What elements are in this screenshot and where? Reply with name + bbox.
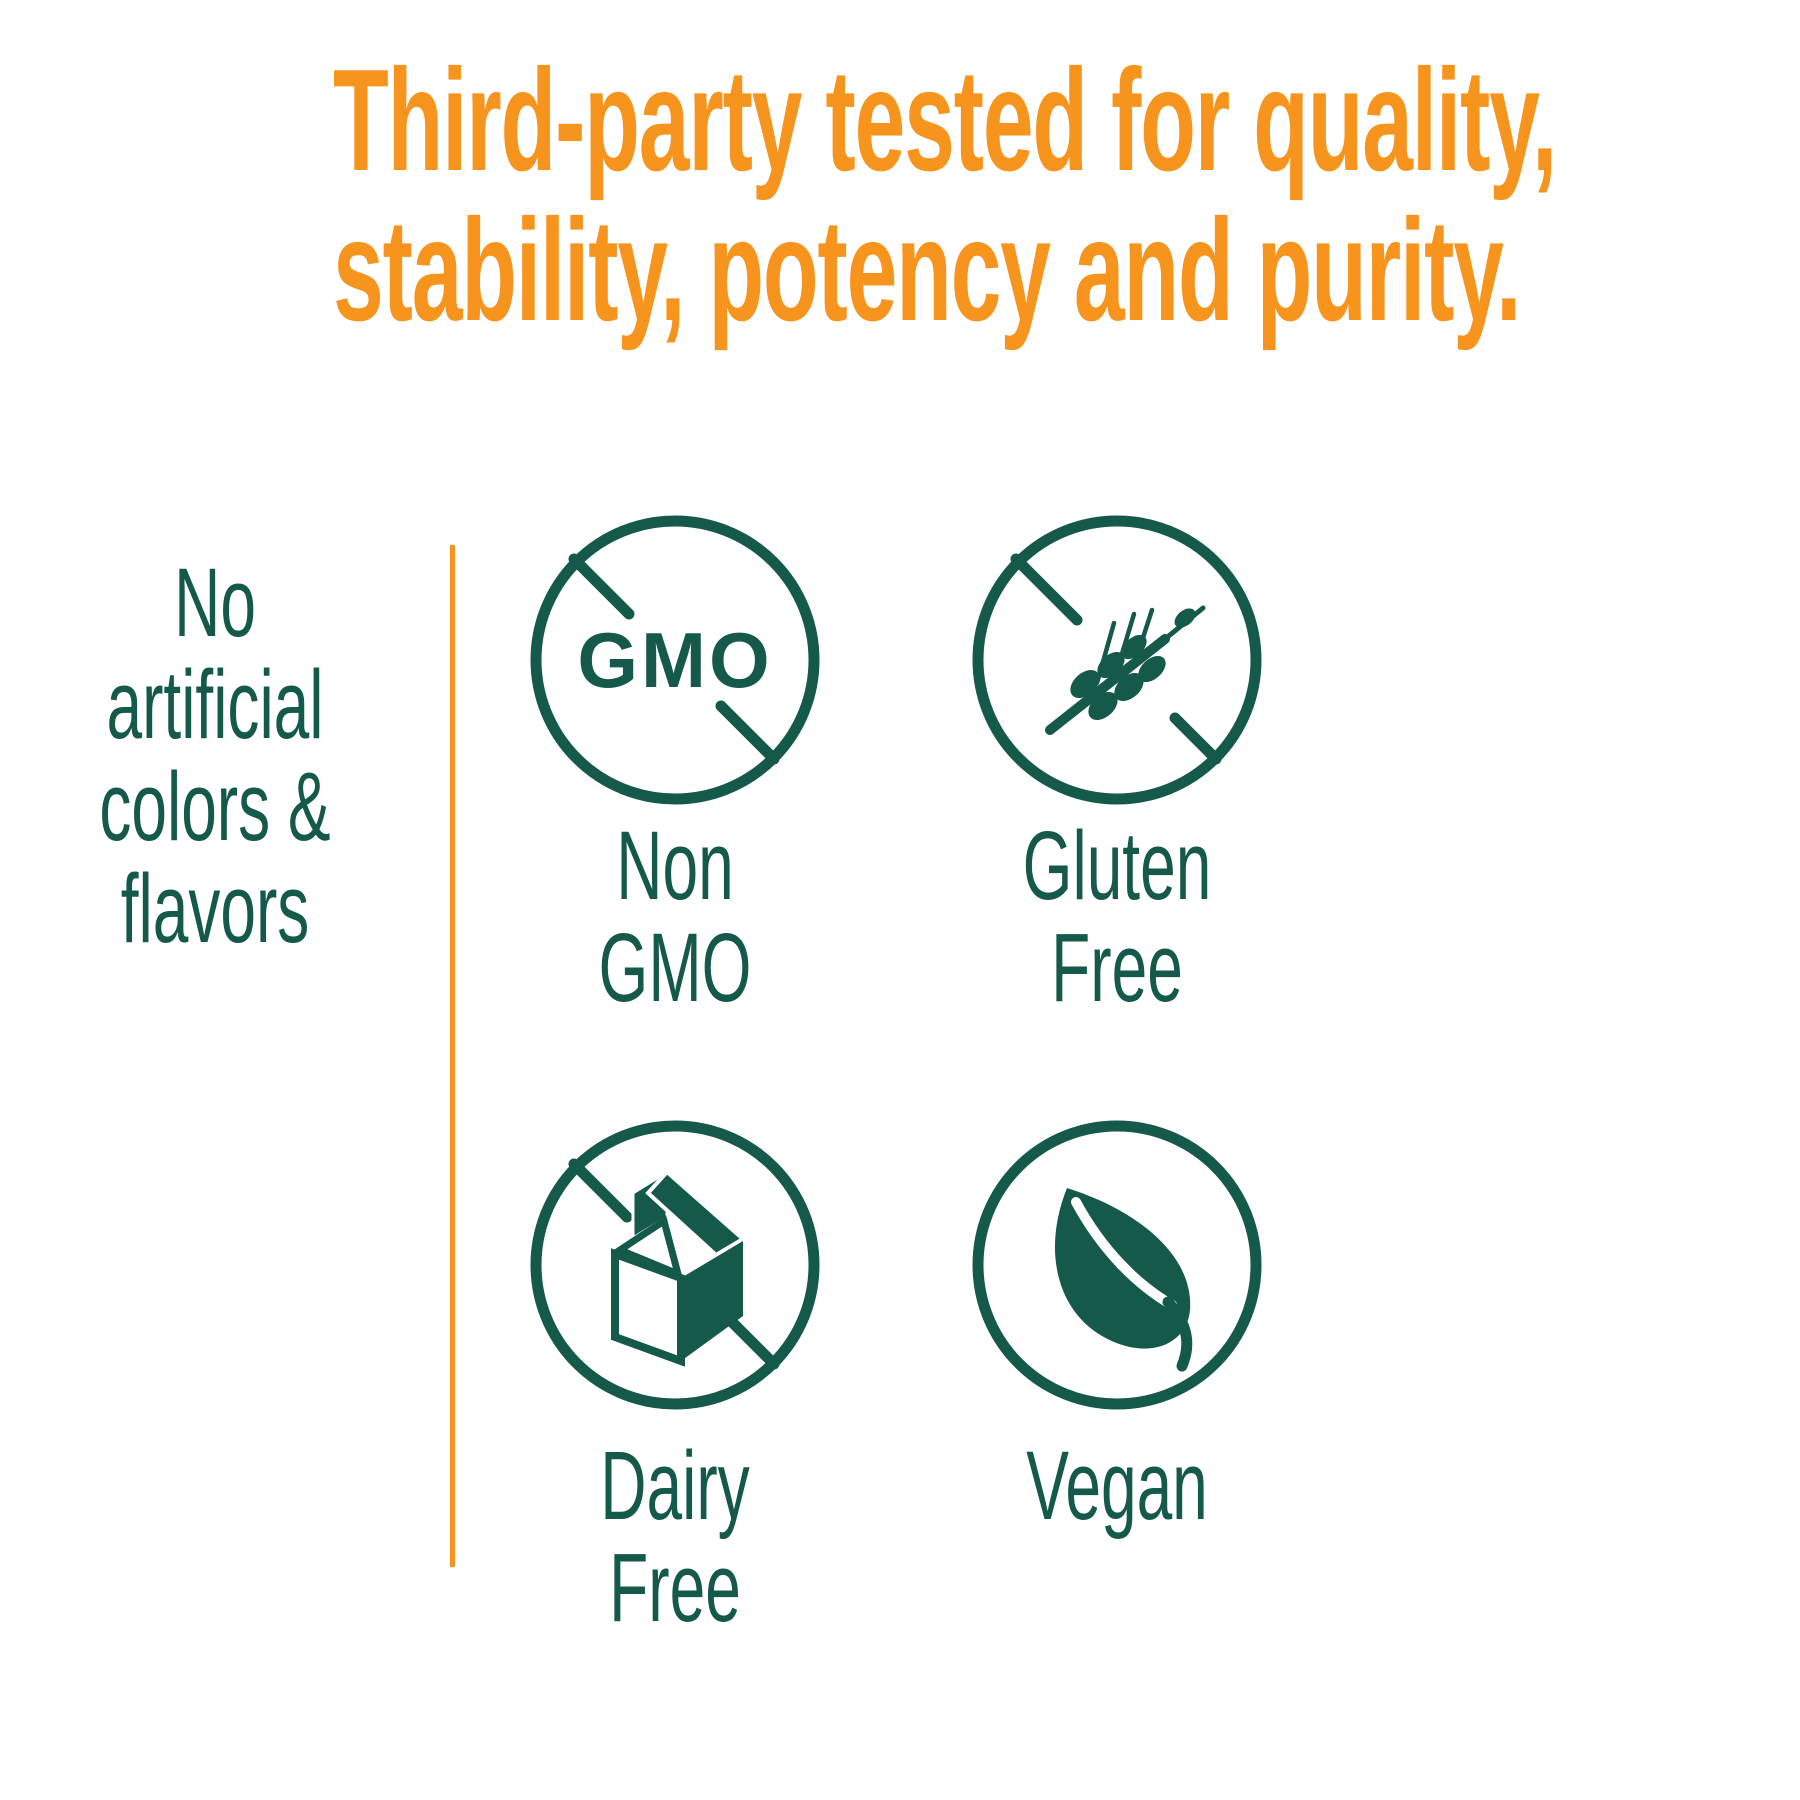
side-note-line-4: flavors bbox=[120, 854, 310, 963]
side-note-line-3: colors & bbox=[99, 752, 331, 861]
headline-line-1: Third-party tested for quality, bbox=[333, 39, 1557, 201]
dairy-free-icon bbox=[530, 1120, 820, 1410]
non-gmo-icon: GMO bbox=[530, 515, 820, 805]
wheat-icon bbox=[1045, 605, 1206, 735]
side-note-line-2: artificial bbox=[106, 650, 324, 759]
slash-upper-icon bbox=[568, 1158, 633, 1223]
side-note-line-1: No bbox=[174, 548, 256, 657]
slash-lower-icon bbox=[722, 1312, 780, 1370]
vegan-label: Vegan bbox=[1026, 1431, 1208, 1540]
headline-line-2: stability, potency and purity. bbox=[333, 189, 1521, 351]
slash-upper-icon bbox=[1010, 553, 1083, 626]
milk-carton-icon bbox=[611, 1169, 747, 1367]
vegan-icon bbox=[972, 1120, 1262, 1410]
gluten-free-label: Gluten Free bbox=[1022, 811, 1212, 1022]
divider-line bbox=[450, 545, 455, 1567]
headline: Third-party tested for quality, stabilit… bbox=[0, 45, 1800, 345]
slash-upper-icon bbox=[568, 553, 635, 620]
slash-lower-icon bbox=[1169, 712, 1222, 765]
gmo-icon-text: GMO bbox=[577, 616, 772, 704]
non-gmo-label: Non GMO bbox=[598, 811, 752, 1022]
gluten-free-icon bbox=[972, 515, 1262, 805]
dairy-free-label: Dairy Free bbox=[600, 1431, 750, 1642]
leaf-icon bbox=[1054, 1188, 1193, 1372]
slash-lower-icon bbox=[715, 700, 780, 765]
side-note: No artificial colors & flavors bbox=[0, 552, 430, 960]
